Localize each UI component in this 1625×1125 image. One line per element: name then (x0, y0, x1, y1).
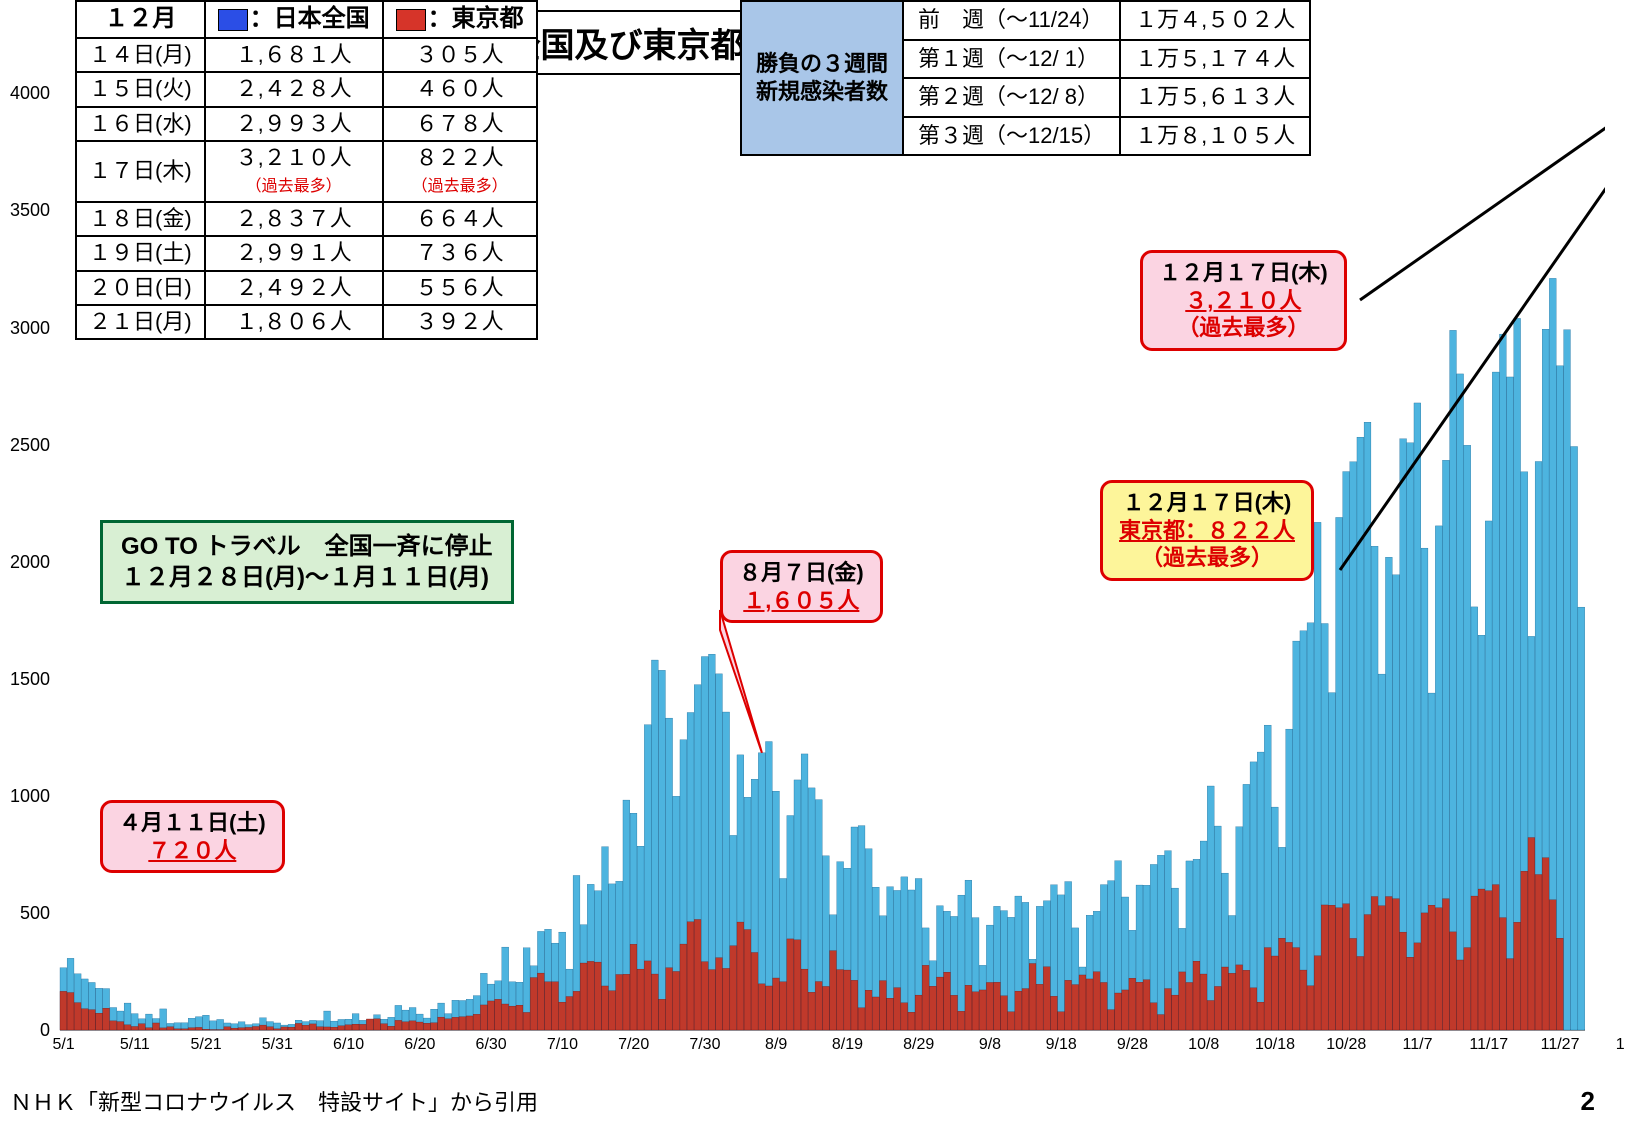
xtick: 9/18 (1046, 1036, 1077, 1054)
source-citation: ＮＨＫ「新型コロナウイルス 特設サイト」から引用 (10, 1085, 538, 1117)
xtick: 9/8 (979, 1036, 1001, 1054)
month-header: １２月 (76, 1, 205, 38)
xtick: 7/30 (689, 1036, 720, 1054)
xtick: 10/18 (1255, 1036, 1295, 1054)
legend-tokyo: ：東京都 (383, 1, 537, 38)
xtick: 8/29 (903, 1036, 934, 1054)
xtick: 11/7 (1403, 1036, 1433, 1054)
goto-box: GO TO トラベル 全国一斉に停止 １２月２８日(月)～１月１１日(月) (100, 520, 514, 604)
callout-dec17-japan: １２月１７日(木) ３,２１０人 （過去最多） (1140, 250, 1347, 351)
callout-dec17-tokyo: １２月１７日(木) 東京都：８２２人 （過去最多） (1100, 480, 1314, 581)
page-number: 2 (1581, 1086, 1595, 1117)
callout-apr11: ４月１１日(土) ７２０人 (100, 800, 285, 873)
xtick: 6/20 (404, 1036, 435, 1054)
xtick: 5/11 (120, 1036, 150, 1054)
xtick: 6/10 (333, 1036, 364, 1054)
callout-aug7: ８月７日(金) １,６０５人 (720, 550, 883, 623)
xtick: 6/30 (476, 1036, 507, 1054)
xtick: 5/21 (191, 1036, 222, 1054)
xtick: 9/28 (1117, 1036, 1148, 1054)
xtick: 8/19 (832, 1036, 863, 1054)
weekly-table: 勝負の３週間 新規感染者数 前 週（～11/24）１万４,５０２人 第１週（～1… (740, 0, 1311, 156)
xtick: 11/17 (1469, 1036, 1508, 1054)
xtick: 11/27 (1541, 1036, 1580, 1054)
xtick: 10/28 (1326, 1036, 1366, 1054)
xtick: 5/1 (52, 1036, 74, 1054)
xtick: 12/7 (1616, 1036, 1625, 1054)
xtick: 5/31 (262, 1036, 293, 1054)
xtick: 10/8 (1188, 1036, 1219, 1054)
legend-japan: ：日本全国 (205, 1, 383, 38)
xtick: 7/10 (547, 1036, 578, 1054)
xtick: 8/9 (765, 1036, 787, 1054)
weekly-header: 勝負の３週間 新規感染者数 (741, 1, 903, 155)
daily-table: １２月 ：日本全国 ：東京都 １４日(月)１,６８１人３０５人１５日(火)２,４… (75, 0, 538, 340)
xtick: 7/20 (618, 1036, 649, 1054)
